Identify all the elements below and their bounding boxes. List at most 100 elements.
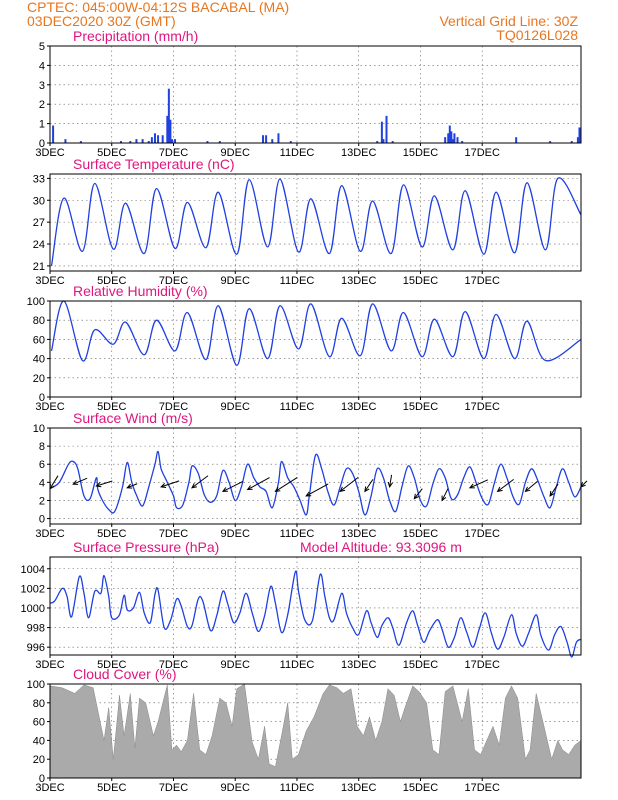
panel-wind: 0 2 4 6 8 10 3DEC 5DEC 7DEC 9DEC 11DEC 13DEC 15DEC 17… xyxy=(33,410,588,540)
wind-arrow xyxy=(413,488,423,499)
x-tick-label: 7DEC xyxy=(159,782,188,794)
precip-bar xyxy=(167,88,170,143)
y-tick-label: 40 xyxy=(33,735,45,747)
y-tick-label: 2 xyxy=(39,99,45,111)
x-tick-label: 5DEC xyxy=(97,659,126,671)
panel-frame xyxy=(49,556,582,656)
precip-bar xyxy=(262,135,265,143)
x-tick-label: 13DEC xyxy=(341,528,377,540)
y-tick-label: 33 xyxy=(33,173,45,185)
x-tick-label: 15DEC xyxy=(403,275,439,287)
pressure-line xyxy=(49,570,582,658)
wind-arrow-head xyxy=(221,487,228,492)
wind-arrow xyxy=(305,483,329,497)
y-tick-label: 3 xyxy=(39,80,45,92)
wind-arrow-head xyxy=(364,486,370,493)
panel-temperature: 21 24 27 30 33 3DEC 5DEC 7DEC 9DEC 11DEC 13DEC 15DE… xyxy=(33,156,582,287)
y-tick-label: 1002 xyxy=(21,583,45,595)
wind-arrow xyxy=(389,474,393,487)
header: CPTEC: 045:00W-04:12S BACABAL (MA) 03DEC… xyxy=(27,0,578,43)
panel-precipitation: 0 1 2 3 4 5 3DEC 5DEC 7DEC 9DEC 11DEC 13DEC 15DEC 17D… xyxy=(35,28,582,159)
y-tick-label: 0 xyxy=(39,138,45,150)
x-tick-label: 17DEC xyxy=(464,147,500,159)
panel-title: Cloud Cover (%) xyxy=(73,666,176,682)
x-tick-label: 11DEC xyxy=(280,147,315,159)
precip-bar xyxy=(271,139,274,143)
precip-bar xyxy=(451,139,454,143)
y-tick-label: 4 xyxy=(39,60,45,72)
y-tick-label: 80 xyxy=(33,698,45,710)
wind-arrow xyxy=(96,480,113,487)
panel-title: Surface Pressure (hPa) xyxy=(73,539,219,555)
precip-bar xyxy=(380,121,383,143)
panel-frame xyxy=(49,683,582,779)
y-tick-label: 80 xyxy=(33,315,45,327)
x-tick-label: 7DEC xyxy=(159,275,188,287)
x-tick-label: 13DEC xyxy=(341,401,377,413)
x-tick-label: 9DEC xyxy=(221,782,250,794)
x-tick-label: 5DEC xyxy=(97,147,126,159)
wind-arrow-head xyxy=(305,491,312,497)
x-tick-label: 15DEC xyxy=(403,147,439,159)
x-tick-label: 3DEC xyxy=(35,659,64,671)
x-tick-label: 3DEC xyxy=(35,147,64,159)
x-tick-label: 7DEC xyxy=(159,147,188,159)
wind-arrow-head xyxy=(441,495,447,502)
x-tick-label: 5DEC xyxy=(97,528,126,540)
x-tick-label: 7DEC xyxy=(159,528,188,540)
x-tick-label: 5DEC xyxy=(97,401,126,413)
wind-arrow xyxy=(580,480,588,488)
precip-bar xyxy=(170,139,173,143)
x-tick-label: 5DEC xyxy=(97,275,126,287)
x-tick-label: 11DEC xyxy=(280,659,315,671)
panel-cloud-cover: 0 20 40 60 80 100 3DEC 5DEC 7DEC 9DEC 11DEC 13DEC 15… xyxy=(27,666,582,794)
precip-bar xyxy=(166,115,169,143)
panel-frame xyxy=(49,173,582,272)
y-tick-label: 60 xyxy=(33,717,45,729)
y-tick-label: 1000 xyxy=(21,603,45,615)
wind-arrow-head xyxy=(160,483,167,488)
wind-arrow-head xyxy=(413,493,420,500)
precip-bar xyxy=(141,139,144,143)
precip-bar xyxy=(174,139,177,143)
y-tick-label: 1004 xyxy=(21,564,45,576)
precip-bar xyxy=(447,133,450,143)
precip-bar xyxy=(448,125,451,143)
precip-bar xyxy=(570,141,573,143)
x-tick-label: 15DEC xyxy=(403,659,439,671)
panel-frame xyxy=(49,300,582,398)
wind-arrow xyxy=(222,480,244,492)
precip-bar xyxy=(157,135,160,143)
y-tick-label: 24 xyxy=(33,239,45,251)
precip-bar xyxy=(79,141,82,143)
y-tick-label: 10 xyxy=(33,423,45,435)
y-tick-label: 0 xyxy=(39,514,45,526)
x-tick-label: 9DEC xyxy=(221,401,250,413)
x-tick-label: 9DEC xyxy=(221,528,250,540)
wind-arrow-head xyxy=(549,490,555,497)
wind-arrow xyxy=(525,481,538,492)
y-tick-label: 2 xyxy=(39,495,45,507)
header-location: CPTEC: 045:00W-04:12S BACABAL (MA) xyxy=(27,0,289,15)
x-tick-label: 3DEC xyxy=(35,782,64,794)
precip-bar xyxy=(456,137,459,143)
y-tick-label: 5 xyxy=(39,41,45,53)
humidity-line xyxy=(50,300,582,366)
precip-bar xyxy=(64,139,67,143)
cloud-cover-area xyxy=(49,683,582,779)
wind-arrow xyxy=(160,480,180,488)
x-tick-label: 15DEC xyxy=(403,782,439,794)
x-tick-label: 15DEC xyxy=(403,528,439,540)
panel-humidity: 0 20 40 60 80 100 3DEC 5DEC 7DEC 9DEC 11DEC 13DEC 15… xyxy=(27,283,582,413)
wind-arrow-head xyxy=(191,483,197,489)
precip-bar xyxy=(169,119,172,143)
x-tick-label: 17DEC xyxy=(464,528,500,540)
x-tick-label: 9DEC xyxy=(221,275,250,287)
x-tick-label: 5DEC xyxy=(97,782,126,794)
header-grid-line: Vertical Grid Line: 30Z xyxy=(439,13,578,29)
wind-arrow-head xyxy=(468,483,475,489)
precip-bar xyxy=(515,137,518,143)
x-tick-label: 11DEC xyxy=(280,401,315,413)
temperature-line xyxy=(50,177,582,267)
wind-arrow xyxy=(441,488,449,501)
